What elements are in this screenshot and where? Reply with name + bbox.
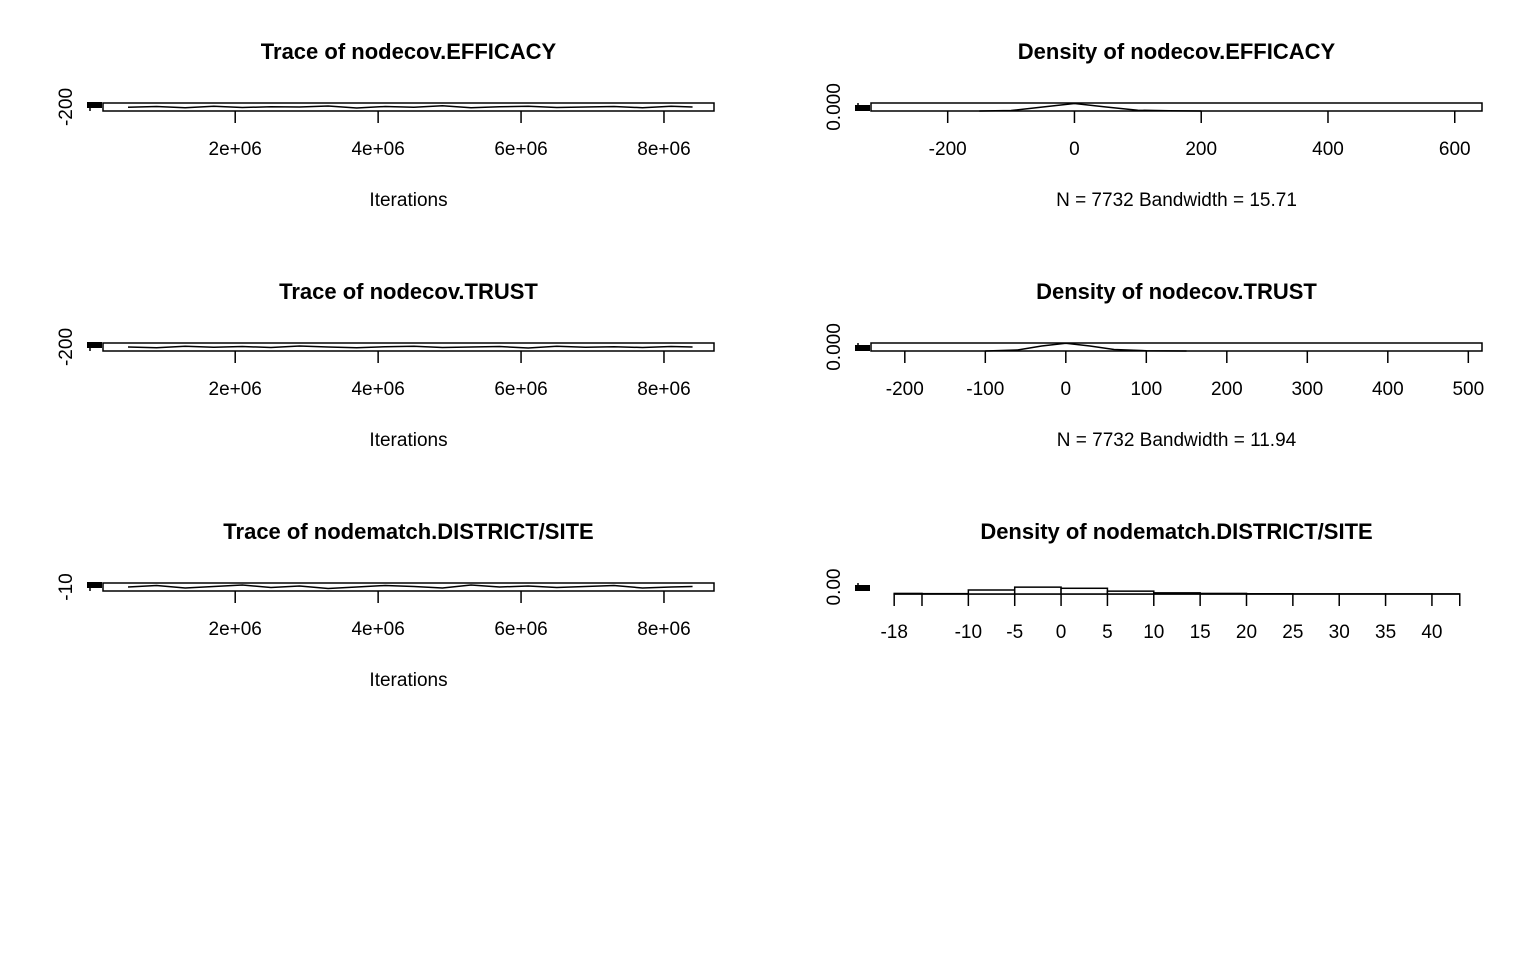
x-tick-label: 400	[1312, 139, 1344, 160]
panel-title: Density of nodecov.EFFICACY	[1018, 39, 1336, 64]
x-tick-label: 8e+06	[637, 139, 690, 160]
x-tick-label: 300	[1291, 379, 1323, 400]
y-tick-label: 0.00	[824, 569, 845, 606]
panel-title: Trace of nodecov.EFFICACY	[261, 39, 557, 64]
x-tick-label: 4e+06	[351, 139, 404, 160]
x-tick-label: 2e+06	[209, 139, 262, 160]
x-tick-label: 20	[1236, 622, 1257, 643]
data-line	[127, 345, 693, 349]
histogram-bar	[1060, 587, 1109, 595]
data-line	[127, 584, 693, 590]
histogram-bar	[1106, 590, 1155, 595]
x-tick-label: 6e+06	[494, 139, 547, 160]
x-axis-label: N = 7732 Bandwidth = 15.71	[1056, 190, 1297, 211]
y-tick-label: 0.000	[824, 83, 845, 131]
x-tick-label: 8e+06	[637, 379, 690, 400]
plot-box	[102, 582, 715, 592]
x-tick-label: 25	[1282, 622, 1303, 643]
x-tick-label: 6e+06	[494, 379, 547, 400]
histogram-bar	[1199, 592, 1248, 595]
x-tick-label: 0	[1061, 379, 1072, 400]
histogram-bar	[893, 592, 923, 595]
x-tick-label: 2e+06	[209, 379, 262, 400]
x-tick-label: 500	[1452, 379, 1484, 400]
panel-title: Trace of nodematch.DISTRICT/SITE	[223, 519, 593, 544]
x-tick-label: -200	[929, 139, 967, 160]
x-tick-label: 400	[1372, 379, 1404, 400]
panel-title: Trace of nodecov.TRUST	[279, 279, 538, 304]
y-tick-label: -200	[56, 88, 77, 126]
x-tick-label: 4e+06	[351, 619, 404, 640]
x-tick-label: 0	[1056, 622, 1067, 643]
x-tick-label: 200	[1211, 379, 1243, 400]
x-tick-label: 0	[1069, 139, 1080, 160]
plot-box	[870, 342, 1483, 352]
x-tick-label: 15	[1190, 622, 1211, 643]
x-tick-label: 6e+06	[494, 619, 547, 640]
panel-title: Density of nodecov.TRUST	[1036, 279, 1317, 304]
x-axis-label: N = 7732 Bandwidth = 11.94	[1057, 430, 1297, 451]
x-tick-label: 30	[1329, 622, 1350, 643]
x-tick-label: 10	[1143, 622, 1164, 643]
y-tick-label: -10	[56, 573, 77, 600]
x-tick-label: -18	[880, 622, 907, 643]
x-tick-label: -5	[1006, 622, 1023, 643]
x-axis-label: Iterations	[369, 430, 447, 451]
plot-box	[102, 342, 715, 352]
data-line	[985, 342, 1187, 352]
y-tick-label: -200	[56, 328, 77, 366]
histogram-bar	[1153, 592, 1201, 595]
data-line	[127, 104, 693, 109]
x-tick-label: -100	[966, 379, 1004, 400]
x-tick-label: 35	[1375, 622, 1396, 643]
x-tick-label: 5	[1102, 622, 1113, 643]
x-tick-label: 4e+06	[351, 379, 404, 400]
x-axis-label: Iterations	[369, 670, 447, 691]
x-tick-label: 8e+06	[637, 619, 690, 640]
x-tick-label: -200	[886, 379, 924, 400]
x-tick-label: 40	[1421, 622, 1442, 643]
histogram-bar	[967, 589, 1016, 595]
x-tick-label: 200	[1185, 139, 1217, 160]
x-axis-label: Iterations	[369, 190, 447, 211]
data-line	[979, 102, 1202, 112]
x-tick-label: -10	[955, 622, 982, 643]
x-tick-label: 2e+06	[209, 619, 262, 640]
x-tick-label: 600	[1439, 139, 1471, 160]
y-tick-label: 0.000	[824, 323, 845, 371]
histogram-bar	[1013, 586, 1062, 595]
panel-title: Density of nodematch.DISTRICT/SITE	[980, 519, 1372, 544]
x-tick-label: 100	[1130, 379, 1162, 400]
plot-box	[870, 102, 1483, 112]
plot-box	[102, 102, 715, 112]
